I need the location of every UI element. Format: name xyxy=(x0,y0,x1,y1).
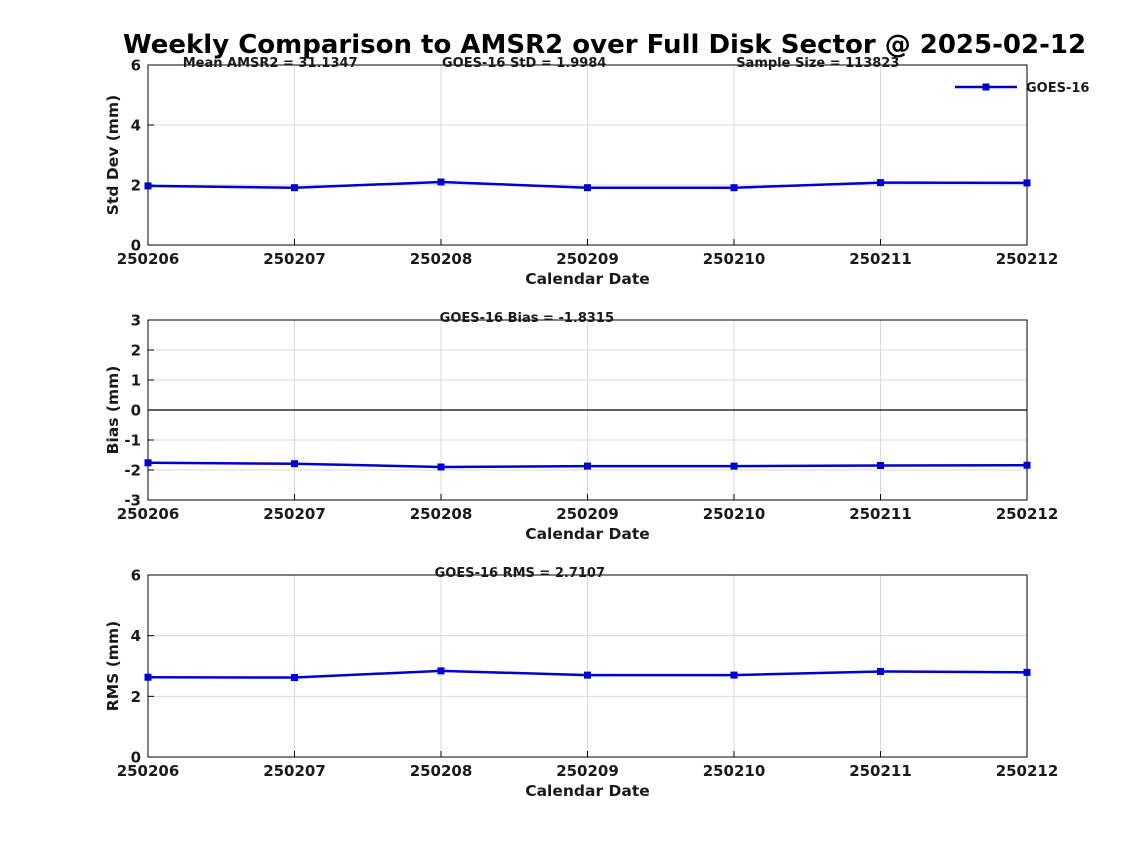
data-point-marker xyxy=(584,462,591,470)
annotation: GOES-16 Bias = -1.8315 xyxy=(440,311,614,326)
data-point-marker xyxy=(1023,179,1031,187)
subplot-std-dev: 0 2 4 6 250206 250207 250208 250209 250210 250211… xyxy=(104,56,1058,288)
data-point-marker xyxy=(291,460,298,468)
annotation: Sample Size = 113823 xyxy=(736,56,899,71)
y-tick-label: 4 xyxy=(131,117,141,135)
x-tick-label: 250206 xyxy=(117,250,180,268)
y-tick-label: 2 xyxy=(131,177,141,195)
x-tick-label: 250212 xyxy=(996,762,1059,780)
x-tick-label: 250211 xyxy=(849,505,912,523)
annotation: Mean AMSR2 = 31.1347 xyxy=(183,56,358,71)
data-point-marker xyxy=(437,463,445,471)
x-tick-label: 250210 xyxy=(703,505,766,523)
x-tick-label: 250212 xyxy=(996,505,1059,523)
x-tick-label: 250208 xyxy=(410,250,473,268)
x-tick-label: 250209 xyxy=(556,505,619,523)
x-tick-label: 250206 xyxy=(117,762,180,780)
legend-marker xyxy=(982,83,990,91)
data-point-marker xyxy=(877,667,884,675)
x-tick-label: 250206 xyxy=(117,505,180,523)
data-point-marker xyxy=(291,674,298,682)
data-point-marker xyxy=(1023,461,1031,469)
data-point-marker xyxy=(437,178,445,186)
legend: GOES-16 xyxy=(955,81,1089,96)
data-point-marker xyxy=(144,182,152,190)
page-title: Weekly Comparison to AMSR2 over Full Dis… xyxy=(123,30,1087,60)
x-tick-label: 250210 xyxy=(703,250,766,268)
data-point-marker xyxy=(730,184,738,192)
data-point-marker xyxy=(144,673,152,681)
data-point-marker xyxy=(877,462,884,469)
data-point-marker xyxy=(877,179,884,187)
x-tick-label: 250211 xyxy=(849,762,912,780)
y-axis-label: Bias (mm) xyxy=(104,366,122,455)
y-axis-label: RMS (mm) xyxy=(104,621,122,711)
y-tick-label: -3 xyxy=(124,492,141,510)
data-point-marker xyxy=(437,667,445,675)
x-axis-label: Calendar Date xyxy=(525,525,650,543)
data-point-marker xyxy=(730,462,738,470)
x-tick-label: 250207 xyxy=(263,505,326,523)
x-tick-label: 250209 xyxy=(556,250,619,268)
data-point-marker xyxy=(730,671,738,679)
data-point-marker xyxy=(1023,668,1031,676)
y-tick-label: -2 xyxy=(124,462,141,480)
x-tick-label: 250209 xyxy=(556,762,619,780)
x-tick-label: 250211 xyxy=(849,250,912,268)
y-axis-label: Std Dev (mm) xyxy=(104,95,122,215)
y-tick-label: 0 xyxy=(131,237,141,255)
subplot-rms: 0 2 4 6 250206 250207 250208 250209 250210 250211… xyxy=(104,566,1058,800)
subplot-bias: -3 -2 -1 0 1 2 3 250206 250207 250208 250209 250210… xyxy=(104,311,1058,543)
x-tick-label: 250208 xyxy=(410,505,473,523)
data-point-marker xyxy=(291,184,298,192)
x-tick-label: 250207 xyxy=(263,762,326,780)
y-tick-label: 0 xyxy=(131,402,141,420)
annotation: GOES-16 StD = 1.9984 xyxy=(442,56,606,71)
x-axis-label: Calendar Date xyxy=(525,270,650,288)
y-tick-label: 6 xyxy=(131,567,141,585)
y-tick-label: 2 xyxy=(131,342,141,360)
x-tick-label: 250207 xyxy=(263,250,326,268)
data-point-marker xyxy=(584,184,591,192)
data-point-marker xyxy=(584,671,591,679)
y-tick-label: -1 xyxy=(124,432,141,450)
y-tick-label: 2 xyxy=(131,688,141,706)
x-tick-label: 250210 xyxy=(703,762,766,780)
y-tick-label: 3 xyxy=(131,312,141,330)
y-tick-label: 6 xyxy=(131,57,141,75)
x-tick-label: 250212 xyxy=(996,250,1059,268)
annotation: GOES-16 RMS = 2.7107 xyxy=(435,566,605,581)
x-axis-label: Calendar Date xyxy=(525,782,650,800)
y-tick-label: 4 xyxy=(131,627,141,645)
y-tick-label: 1 xyxy=(131,372,141,390)
y-tick-label: 0 xyxy=(131,749,141,767)
legend-label: GOES-16 xyxy=(1026,81,1089,96)
data-point-marker xyxy=(144,459,152,467)
x-tick-label: 250208 xyxy=(410,762,473,780)
